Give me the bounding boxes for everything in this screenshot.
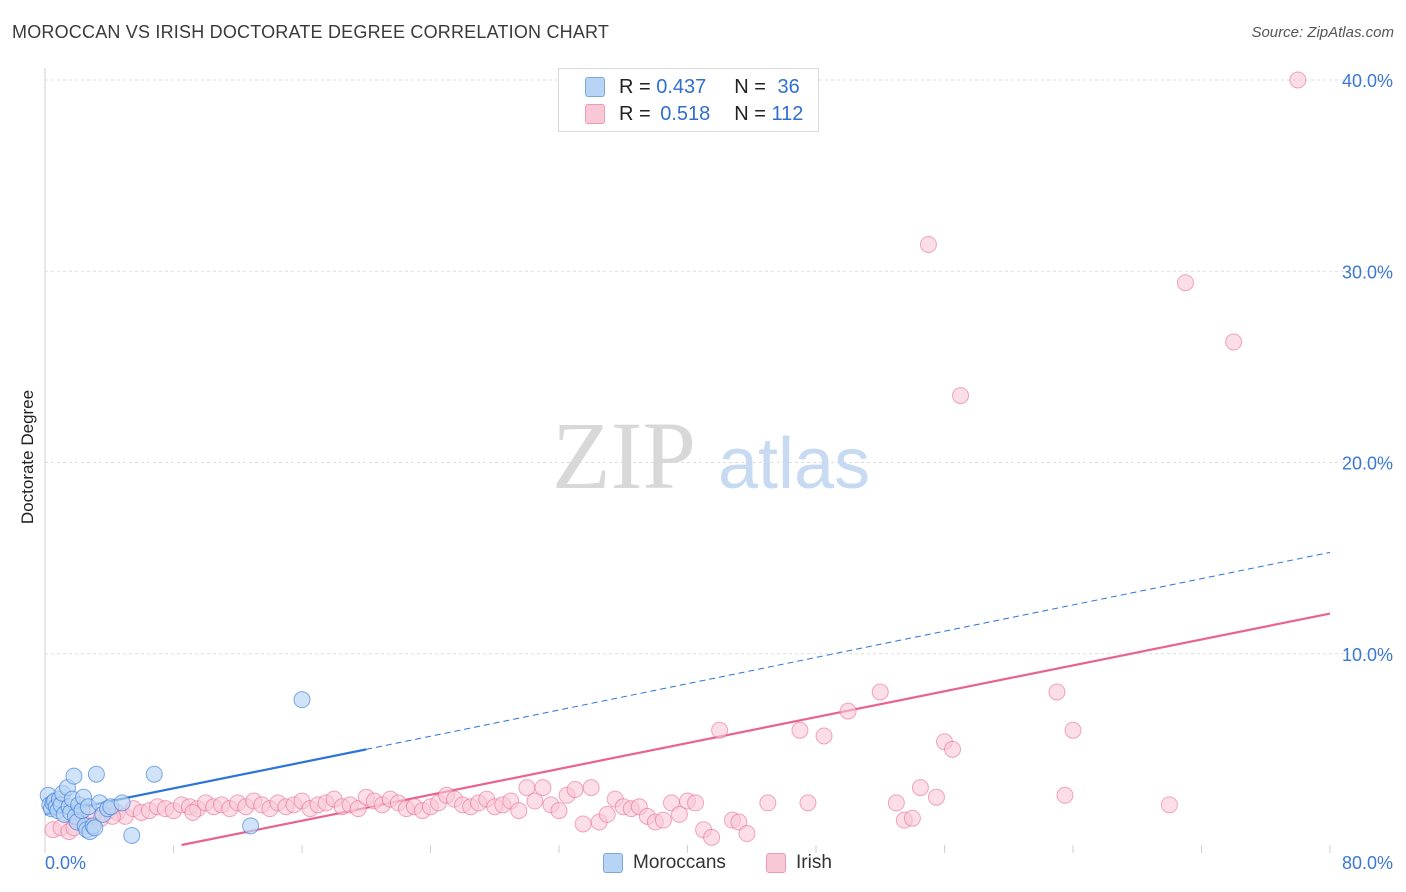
irish-point xyxy=(911,779,929,797)
irish-point xyxy=(839,702,857,720)
irish-point xyxy=(1160,796,1178,814)
irish-point xyxy=(566,781,584,799)
irish-point xyxy=(887,794,905,812)
watermark-atlas: atlas xyxy=(718,424,870,504)
y-tick-label: 30.0% xyxy=(1342,262,1393,282)
legend-n-value: 112 xyxy=(771,102,804,125)
legend-row-moroccans: R = 0.437 N = 36 xyxy=(585,75,800,99)
irish-point xyxy=(952,387,970,405)
source-label: Source: ZipAtlas.com xyxy=(1251,24,1394,41)
moroccans-point xyxy=(86,819,104,837)
moroccans-point xyxy=(293,691,311,709)
moroccans-legend-label: Moroccans xyxy=(633,852,726,873)
irish-point xyxy=(919,235,937,253)
moroccans-legend-swatch xyxy=(603,853,623,873)
moroccans-point xyxy=(242,817,260,835)
x-tick-label: 80.0% xyxy=(1342,853,1393,873)
irish-point xyxy=(687,794,705,812)
irish-point xyxy=(903,809,921,827)
irish-point xyxy=(550,802,568,820)
chart-title: MOROCCAN VS IRISH DOCTORATE DEGREE CORRE… xyxy=(12,22,610,42)
irish-point xyxy=(927,788,945,806)
irish-point xyxy=(815,727,833,745)
y-tick-label: 10.0% xyxy=(1342,645,1393,665)
moroccans-point xyxy=(113,794,131,812)
x-tick-label: 0.0% xyxy=(45,853,86,873)
irish-point xyxy=(184,803,202,821)
irish-legend-label: Irish xyxy=(796,852,832,873)
irish-swatch xyxy=(585,104,605,124)
y-axis-label: Doctorate Degree xyxy=(18,390,37,524)
irish-point xyxy=(1225,333,1243,351)
irish-point xyxy=(944,740,962,758)
irish-point xyxy=(1056,786,1074,804)
irish-point xyxy=(871,683,889,701)
stats-legend: R = 0.437 N = 36 R = 0.518 N = 112 xyxy=(558,68,819,132)
legend-r-value: 0.518 xyxy=(660,102,711,125)
irish-point xyxy=(791,721,809,739)
irish-point xyxy=(598,805,616,823)
moroccans-point xyxy=(65,767,83,785)
irish-point xyxy=(510,802,528,820)
irish-point xyxy=(574,815,592,833)
y-tick-label: 20.0% xyxy=(1342,454,1393,474)
legend-row-irish: R = 0.518 N = 112 xyxy=(585,102,803,126)
moroccans-point xyxy=(123,826,141,844)
irish-point xyxy=(534,779,552,797)
irish-point xyxy=(703,828,721,846)
irish-point xyxy=(759,794,777,812)
irish-point xyxy=(738,825,756,843)
bottom-legend-moroccans: Moroccans xyxy=(603,852,726,874)
legend-n-value: 36 xyxy=(777,75,800,98)
legend-r-label: R = xyxy=(619,75,657,98)
moroccans-point xyxy=(87,765,105,783)
irish-legend-swatch xyxy=(766,853,786,873)
legend-r-value: 0.437 xyxy=(656,75,707,98)
moroccans-trend-extension xyxy=(366,551,1331,750)
irish-point xyxy=(1176,274,1194,292)
irish-point xyxy=(654,811,672,829)
watermark-zip: ZIP xyxy=(552,402,696,509)
irish-point xyxy=(670,805,688,823)
moroccans-swatch xyxy=(585,77,605,97)
irish-point xyxy=(526,792,544,810)
legend-r-label: R = xyxy=(619,102,657,125)
moroccans-point xyxy=(145,765,163,783)
irish-point xyxy=(1289,71,1307,89)
irish-point xyxy=(711,721,729,739)
irish-point xyxy=(1064,721,1082,739)
irish-point xyxy=(799,794,817,812)
bottom-legend-irish: Irish xyxy=(766,852,832,874)
irish-point xyxy=(582,779,600,797)
y-tick-label: 40.0% xyxy=(1342,71,1393,91)
legend-n-label: N = xyxy=(734,75,772,98)
legend-n-label: N = xyxy=(734,102,772,125)
irish-point xyxy=(1048,683,1066,701)
